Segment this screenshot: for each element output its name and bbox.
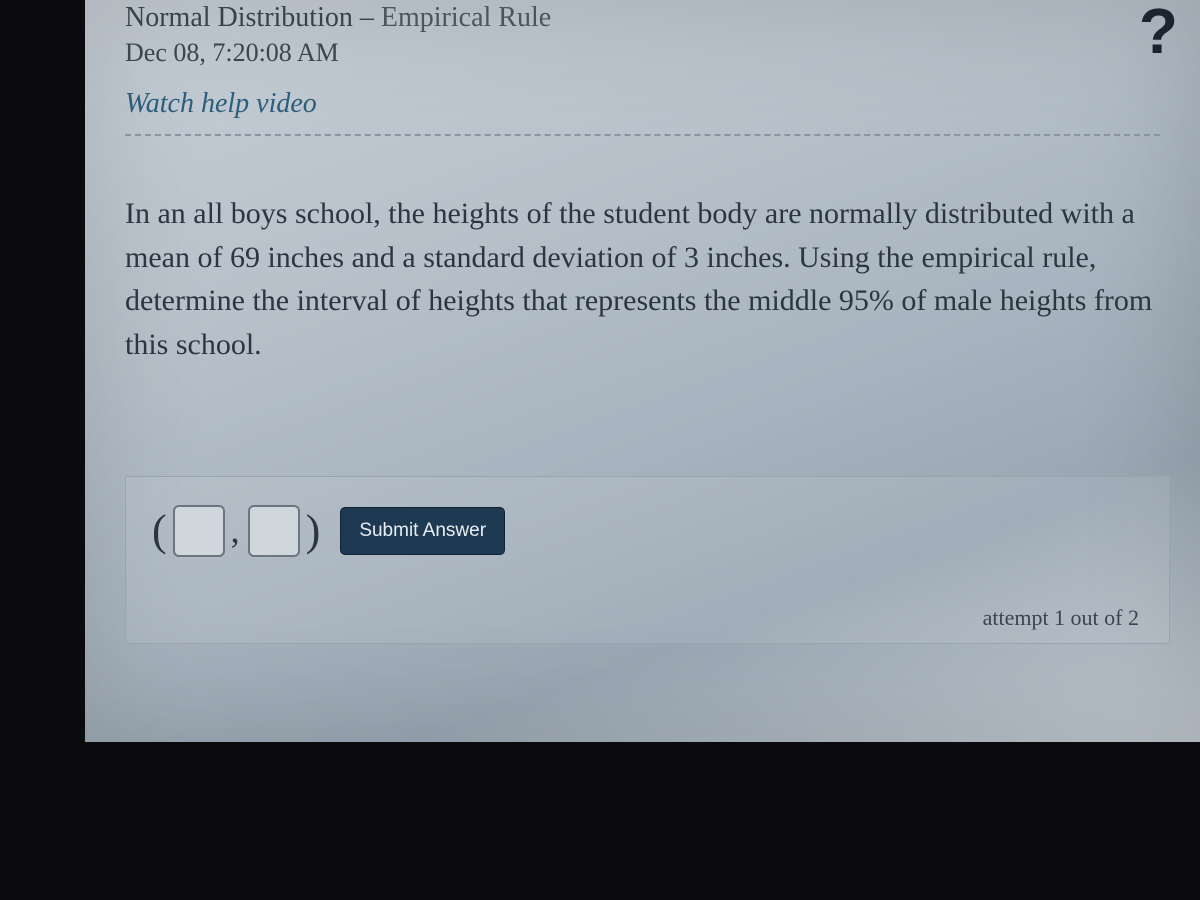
submit-answer-button[interactable]: Submit Answer [340,507,505,555]
title-main: Normal Distribution [125,2,353,33]
interval-upper-input[interactable] [248,505,300,557]
close-paren: ) [306,509,321,553]
problem-panel: Normal Distribution – Empirical Rule Dec… [85,0,1200,742]
problem-title: Normal Distribution – Empirical Rule [125,0,1160,36]
title-sub: Empirical Rule [381,2,551,33]
interval-comma: , [231,509,242,551]
problem-header: Normal Distribution – Empirical Rule Dec… [85,0,1200,154]
interval-lower-input[interactable] [173,505,225,557]
title-sep: – [353,2,381,33]
attempt-counter: attempt 1 out of 2 [152,605,1143,631]
timestamp: Dec 08, 7:20:08 AM [125,38,1160,68]
open-paren: ( [152,509,167,553]
answer-zone: ( , ) Submit Answer attempt 1 out of 2 [125,476,1170,644]
header-divider [125,134,1160,136]
watch-help-video-link[interactable]: Watch help video [125,88,317,120]
answer-row: ( , ) Submit Answer [152,505,1143,557]
question-text: In an all boys school, the heights of th… [85,154,1200,366]
help-icon[interactable]: ? [1139,0,1178,68]
